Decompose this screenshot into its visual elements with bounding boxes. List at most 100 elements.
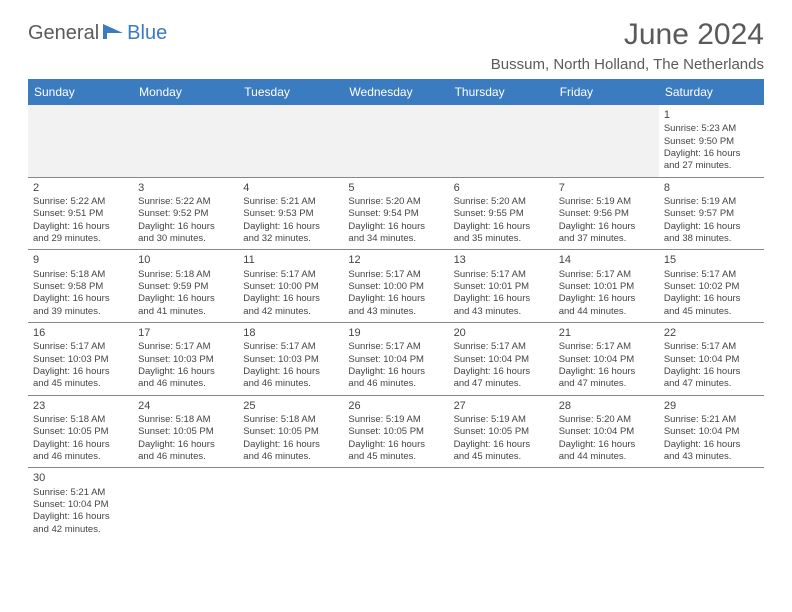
day-number: 21 [559,326,654,340]
sunrise-text: Sunrise: 5:17 AM [664,341,759,353]
day-header: Tuesday [238,79,343,105]
daylight-text: and 44 minutes. [559,451,654,463]
day-number: 16 [33,326,128,340]
day-number: 15 [664,253,759,267]
daylight-text: and 27 minutes. [664,160,759,172]
day-number: 6 [454,181,549,195]
sunset-text: Sunset: 10:05 PM [243,426,338,438]
calendar-cell: 2Sunrise: 5:22 AMSunset: 9:51 PMDaylight… [28,177,133,250]
day-number: 9 [33,253,128,267]
daylight-text: and 47 minutes. [454,378,549,390]
logo-text-dark: General [28,22,99,45]
daylight-text: Daylight: 16 hours [664,293,759,305]
daylight-text: Daylight: 16 hours [138,366,233,378]
daylight-text: Daylight: 16 hours [559,366,654,378]
calendar-page: General Blue June 2024 Bussum, North Hol… [0,0,792,550]
sunset-text: Sunset: 10:04 PM [348,354,443,366]
day-number: 24 [138,399,233,413]
sunset-text: Sunset: 10:04 PM [33,499,128,511]
logo-text-blue: Blue [127,22,167,45]
daylight-text: and 46 minutes. [138,378,233,390]
daylight-text: and 46 minutes. [243,451,338,463]
day-header: Thursday [449,79,554,105]
sunrise-text: Sunrise: 5:19 AM [559,196,654,208]
day-number: 27 [454,399,549,413]
daylight-text: and 45 minutes. [454,451,549,463]
calendar-cell: 1Sunrise: 5:23 AMSunset: 9:50 PMDaylight… [659,105,764,177]
daylight-text: Daylight: 16 hours [243,439,338,451]
daylight-text: Daylight: 16 hours [33,221,128,233]
calendar-cell: 29Sunrise: 5:21 AMSunset: 10:04 PMDaylig… [659,395,764,468]
sunrise-text: Sunrise: 5:19 AM [664,196,759,208]
sunset-text: Sunset: 10:04 PM [664,426,759,438]
calendar-cell: 19Sunrise: 5:17 AMSunset: 10:04 PMDaylig… [343,323,448,396]
day-number: 30 [33,471,128,485]
daylight-text: and 30 minutes. [138,233,233,245]
calendar-cell: 22Sunrise: 5:17 AMSunset: 10:04 PMDaylig… [659,323,764,396]
logo: General Blue [28,22,167,45]
calendar-cell [238,105,343,177]
day-number: 12 [348,253,443,267]
calendar-table: Sunday Monday Tuesday Wednesday Thursday… [28,79,764,540]
daylight-text: Daylight: 16 hours [33,511,128,523]
calendar-cell: 30Sunrise: 5:21 AMSunset: 10:04 PMDaylig… [28,468,133,540]
sunset-text: Sunset: 9:56 PM [559,208,654,220]
daylight-text: and 46 minutes. [138,451,233,463]
calendar-cell [554,105,659,177]
sunrise-text: Sunrise: 5:17 AM [348,269,443,281]
calendar-cell [449,468,554,540]
calendar-cell: 6Sunrise: 5:20 AMSunset: 9:55 PMDaylight… [449,177,554,250]
sunrise-text: Sunrise: 5:19 AM [348,414,443,426]
title-block: June 2024 Bussum, North Holland, The Net… [491,18,764,73]
daylight-text: and 38 minutes. [664,233,759,245]
day-header: Friday [554,79,659,105]
daylight-text: and 47 minutes. [559,378,654,390]
sunrise-text: Sunrise: 5:17 AM [559,269,654,281]
day-number: 23 [33,399,128,413]
sunrise-text: Sunrise: 5:22 AM [33,196,128,208]
calendar-cell: 5Sunrise: 5:20 AMSunset: 9:54 PMDaylight… [343,177,448,250]
sunset-text: Sunset: 9:54 PM [348,208,443,220]
daylight-text: Daylight: 16 hours [348,293,443,305]
daylight-text: and 34 minutes. [348,233,443,245]
calendar-cell [449,105,554,177]
sunrise-text: Sunrise: 5:17 AM [664,269,759,281]
sunset-text: Sunset: 10:04 PM [559,426,654,438]
sunset-text: Sunset: 10:01 PM [454,281,549,293]
calendar-cell: 28Sunrise: 5:20 AMSunset: 10:04 PMDaylig… [554,395,659,468]
daylight-text: Daylight: 16 hours [33,293,128,305]
daylight-text: and 46 minutes. [243,378,338,390]
day-number: 28 [559,399,654,413]
calendar-cell [343,468,448,540]
daylight-text: Daylight: 16 hours [243,293,338,305]
daylight-text: Daylight: 16 hours [454,366,549,378]
day-number: 5 [348,181,443,195]
sunset-text: Sunset: 9:53 PM [243,208,338,220]
sunset-text: Sunset: 10:05 PM [138,426,233,438]
daylight-text: and 44 minutes. [559,306,654,318]
sunset-text: Sunset: 10:01 PM [559,281,654,293]
day-number: 25 [243,399,338,413]
calendar-cell [554,468,659,540]
daylight-text: Daylight: 16 hours [243,221,338,233]
sunrise-text: Sunrise: 5:17 AM [454,269,549,281]
calendar-row: 1Sunrise: 5:23 AMSunset: 9:50 PMDaylight… [28,105,764,177]
daylight-text: and 43 minutes. [348,306,443,318]
daylight-text: Daylight: 16 hours [138,293,233,305]
daylight-text: and 45 minutes. [664,306,759,318]
sunset-text: Sunset: 10:04 PM [664,354,759,366]
daylight-text: Daylight: 16 hours [348,366,443,378]
calendar-cell [343,105,448,177]
day-number: 20 [454,326,549,340]
sunrise-text: Sunrise: 5:23 AM [664,123,759,135]
day-number: 17 [138,326,233,340]
calendar-cell: 8Sunrise: 5:19 AMSunset: 9:57 PMDaylight… [659,177,764,250]
day-number: 19 [348,326,443,340]
header: General Blue June 2024 Bussum, North Hol… [28,18,764,73]
calendar-cell: 12Sunrise: 5:17 AMSunset: 10:00 PMDaylig… [343,250,448,323]
daylight-text: and 45 minutes. [33,378,128,390]
calendar-cell: 10Sunrise: 5:18 AMSunset: 9:59 PMDayligh… [133,250,238,323]
daylight-text: and 42 minutes. [33,524,128,536]
daylight-text: Daylight: 16 hours [348,439,443,451]
calendar-cell: 27Sunrise: 5:19 AMSunset: 10:05 PMDaylig… [449,395,554,468]
